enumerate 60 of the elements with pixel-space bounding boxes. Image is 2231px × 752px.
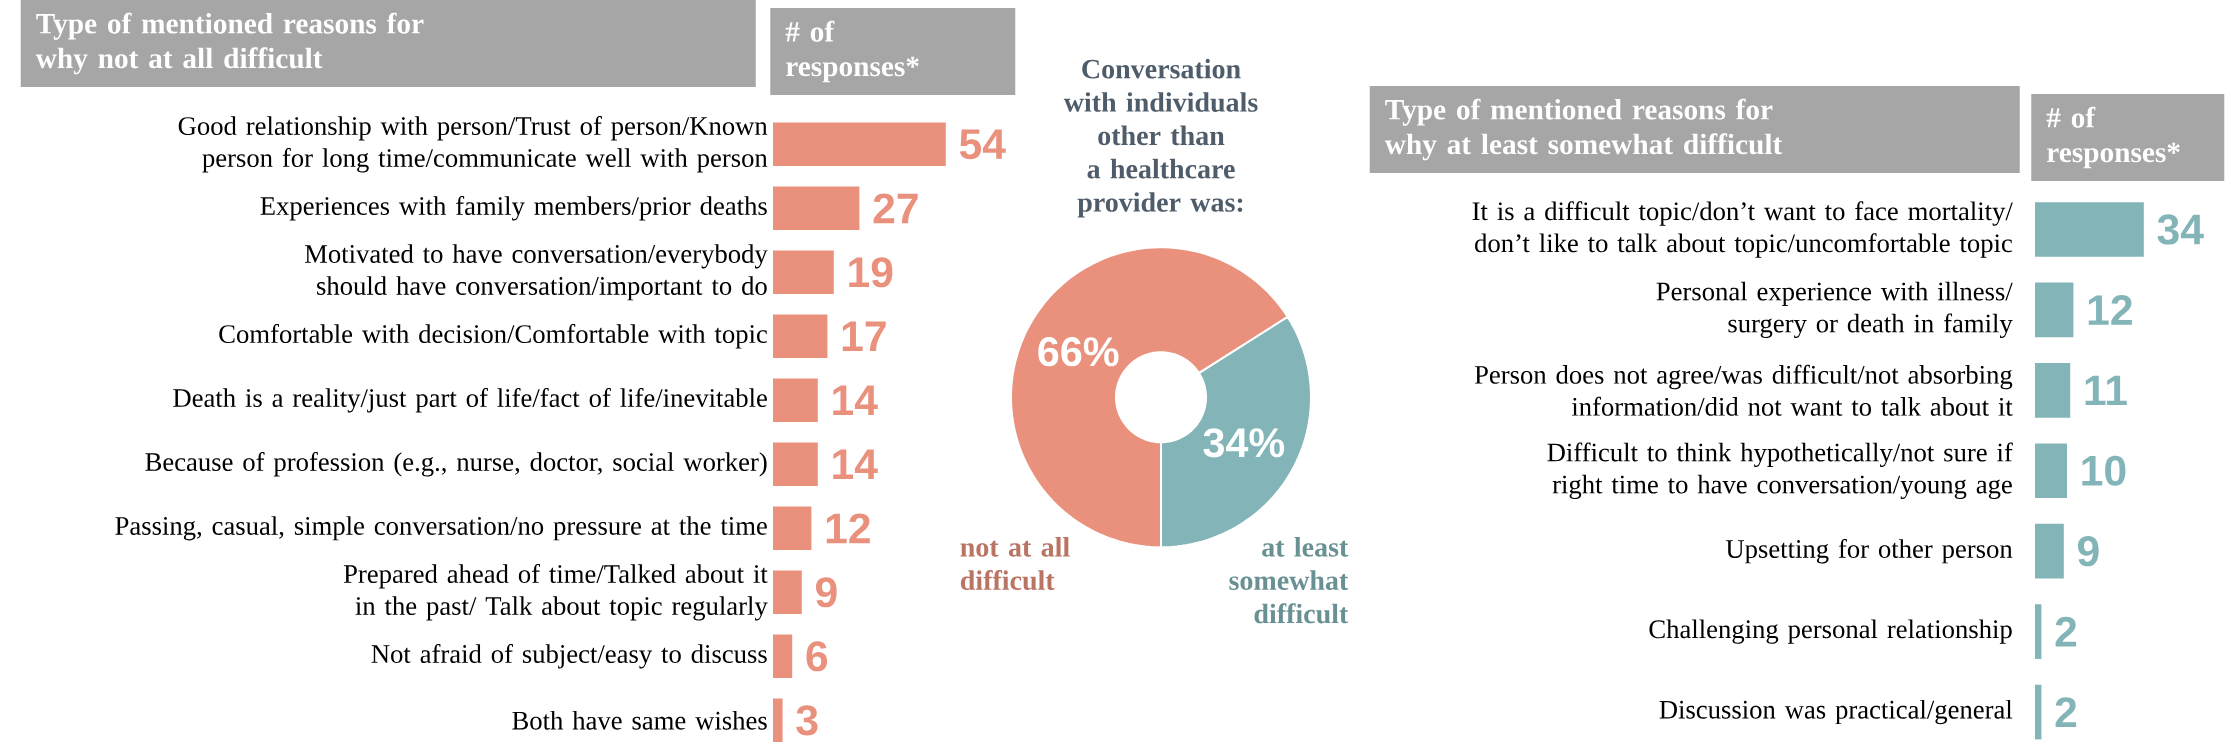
data-label: 17	[842, 321, 886, 351]
y-tick-label: Discussion was practical/general	[1659, 699, 2013, 725]
y-tick-label: Because of profession (e.g., nurse, doctor, social worker)	[145, 451, 767, 477]
y-tick-label: Upsetting for other person	[1725, 538, 2013, 564]
bar	[773, 186, 860, 230]
bar	[2035, 202, 2144, 257]
bar	[2035, 443, 2067, 498]
data-label: 10	[2082, 455, 2126, 486]
slice-label: not at all difficult	[960, 536, 1070, 590]
y-tick-label: Comfortable with decision/Comfortable with topic	[219, 323, 767, 349]
bar	[2035, 523, 2064, 579]
x-axis-title: # of responses*	[785, 20, 919, 83]
bar	[773, 122, 946, 166]
text: Type of mentioned reasons for why at least somewhat difficult	[1384, 98, 1783, 161]
data-label: 34%	[1203, 428, 1285, 458]
text: Type of mentioned reasons for why not at all difficult	[35, 12, 424, 75]
y-tick-label: Both have same wishes	[512, 710, 767, 730]
y-tick-label: Challenging personal relationship	[1649, 619, 2012, 644]
data-label: 3	[796, 705, 818, 736]
data-label: 12	[2088, 294, 2132, 325]
bar	[773, 698, 783, 742]
data-label: 2	[2055, 616, 2077, 647]
bar	[773, 506, 812, 550]
y-tick-label: Prepared ahead of time/Talked about it in the past/ Talk about topic regularly	[343, 563, 768, 621]
data-label: 11	[2085, 375, 2127, 405]
bar	[2035, 282, 2074, 338]
bar	[773, 314, 828, 358]
y-tick-label: It is a difficult topic/don’t want to face mortality/ don’t like to talk about topic/uncomfortable topic	[1472, 201, 2013, 258]
bar	[2035, 684, 2042, 740]
data-label: 27	[873, 193, 918, 224]
data-label: 34	[2157, 214, 2204, 245]
data-label: 6	[806, 641, 828, 672]
y-tick-label: Passing, casual, simple conversation/no pressure at the time	[115, 516, 767, 541]
y-tick-label: Difficult to think hypothetically/not sure if right time to have conversation/young age	[1547, 442, 2013, 499]
slice-label: at least somewhat difficult	[1229, 536, 1349, 624]
x-axis-title: # of responses*	[2046, 106, 2180, 169]
bar	[773, 634, 793, 678]
y-tick-label: Personal experience with illness/ surgery or death in family	[1656, 281, 2013, 338]
bar	[773, 250, 834, 294]
bar	[773, 570, 802, 614]
bar	[773, 378, 818, 422]
data-label: 9	[2078, 535, 2099, 567]
data-label: 2	[2055, 697, 2077, 727]
y-tick-label: Experiences with family members/prior deaths	[260, 195, 767, 221]
y-tick-label: Motivated to have conversation/everybody should have conversation/important to do	[304, 244, 768, 301]
data-label: 66%	[1038, 336, 1119, 367]
y-tick-label: Good relationship with person/Trust of person/Known person for long time/communicate well with person	[178, 115, 768, 173]
bar	[2035, 604, 2042, 659]
y-tick-label: Death is a reality/just part of life/fact of life/inevitable	[173, 387, 767, 413]
data-label: 19	[849, 257, 893, 288]
data-label: 14	[833, 385, 878, 415]
data-label: 14	[833, 449, 878, 479]
data-label: 54	[959, 129, 1006, 160]
bar	[2035, 362, 2071, 418]
chart-title: Conversation with individuals other than a healthcare provider was:	[1063, 58, 1258, 218]
bar	[773, 442, 818, 486]
y-tick-label: Person does not agree/was difficult/not absorbing information/did not want to talk about it	[1474, 364, 2013, 416]
y-tick-label: Not afraid of subject/easy to discuss	[371, 643, 767, 669]
data-label: 9	[816, 577, 837, 608]
data-label: 12	[826, 513, 870, 544]
